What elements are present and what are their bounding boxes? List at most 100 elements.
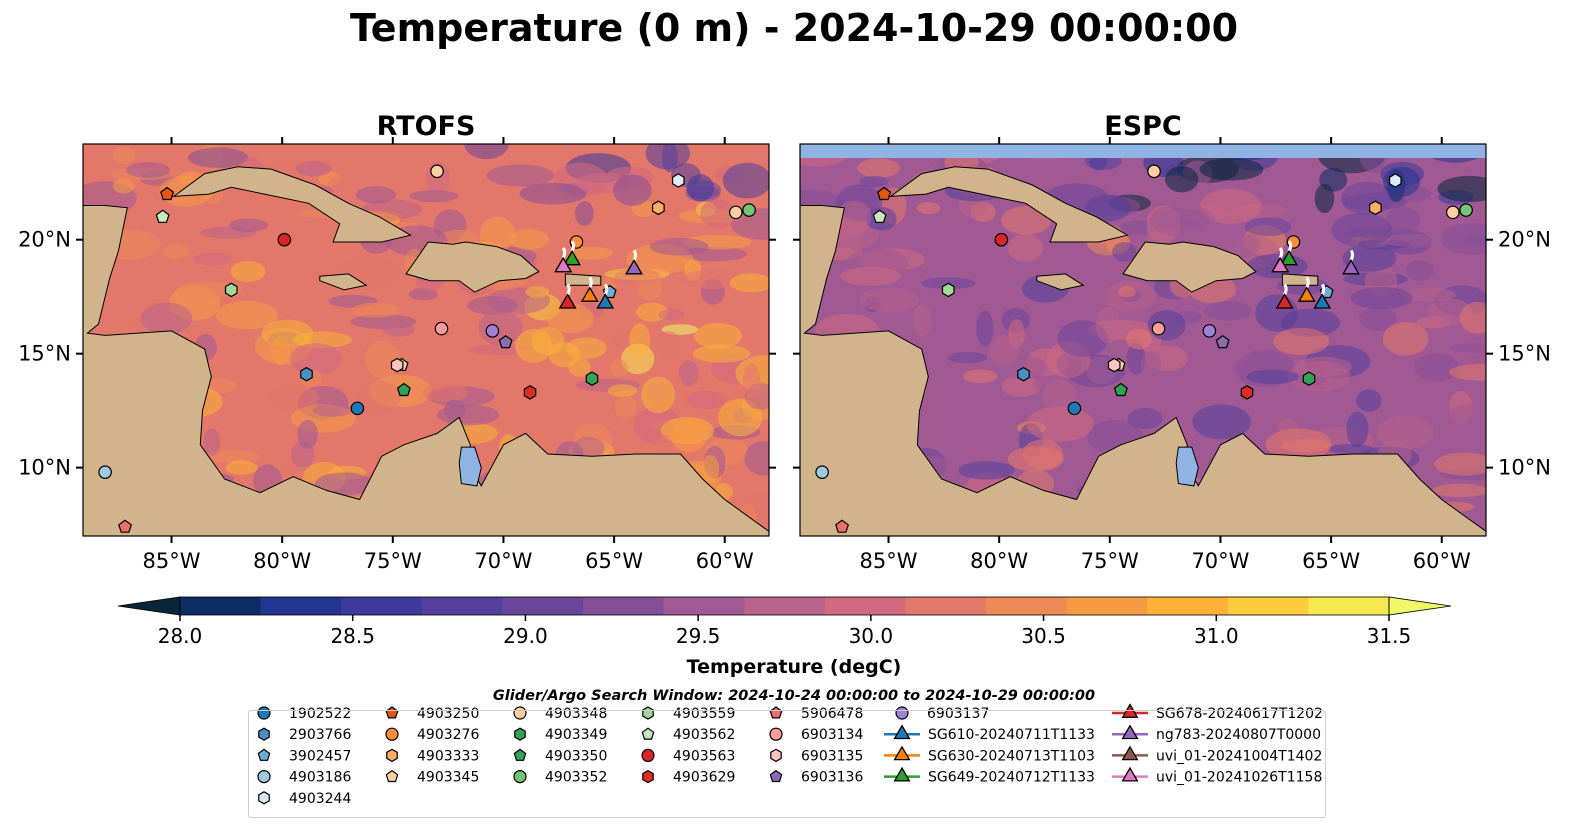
legend-label: 6903134 <box>801 727 863 743</box>
legend-label: 6903135 <box>801 748 863 764</box>
legend-marker <box>386 748 398 763</box>
land-mass <box>319 273 368 291</box>
map-panel-rtofs: RTOFS 85°W 80°W 75°W 70°W 65°W 60°W 20°N 15°N 10°… <box>18 111 776 573</box>
temperature-patch <box>509 229 550 250</box>
temperature-patch <box>1359 307 1397 331</box>
colorbar: 28.0 28.5 29.0 29.5 30.0 30.5 31.0 31.5 <box>117 596 1452 648</box>
colorbar-segment <box>1227 597 1309 615</box>
colorbar-segment <box>421 597 503 615</box>
temperature-patch <box>1459 301 1486 335</box>
temperature-patch <box>1265 428 1332 461</box>
temperature-patch <box>658 308 685 321</box>
argo-float-4903352b <box>1446 205 1460 220</box>
legend-label: SG610-20240711T1133 <box>928 727 1095 743</box>
legend-marker <box>893 724 911 740</box>
legend-marker <box>257 769 271 784</box>
temperature-patch <box>1319 167 1348 192</box>
argo-float-1902522 <box>1067 401 1082 416</box>
glider-ng783-20240807T0000 <box>625 259 643 275</box>
colorbar-tick-label: 31.5 <box>1367 624 1412 648</box>
temperature-patch <box>1287 360 1351 392</box>
colorbar-segment <box>1308 597 1390 615</box>
glider-track <box>632 249 638 262</box>
legend-label: 4903563 <box>673 748 735 764</box>
argo-float-5906478 <box>118 519 133 533</box>
legend-marker <box>258 727 270 741</box>
legend-label: SG630-20240713T1103 <box>928 748 1095 764</box>
temperature-patch <box>295 160 332 177</box>
temperature-patch <box>193 252 232 266</box>
temperature-patch <box>215 300 279 330</box>
temperature-patch <box>1246 369 1299 385</box>
temperature-patch <box>1342 244 1397 272</box>
temperature-patch <box>686 174 714 202</box>
temperature-patch <box>203 428 221 456</box>
temperature-patch <box>204 449 260 464</box>
glider-track <box>561 247 567 259</box>
lon-tick-label: 75°W <box>1081 549 1139 573</box>
temperature-patch <box>859 287 920 313</box>
temperature-patch <box>464 144 509 160</box>
temperature-patch <box>837 200 872 232</box>
temperature-patch <box>1057 320 1109 357</box>
search-window-text: Glider/Argo Search Window: 2024-10-24 00… <box>492 688 1096 704</box>
legend-label: 4903349 <box>545 727 607 743</box>
temperature-patch <box>348 258 392 270</box>
temperature-patch <box>354 380 401 415</box>
lat-tick-label: 10°N <box>1498 456 1551 480</box>
colorbar-segment <box>341 597 423 615</box>
temperature-patch <box>655 331 682 360</box>
temperature-patch <box>382 323 415 337</box>
panel-title: RTOFS <box>377 111 476 142</box>
land-mass <box>1281 273 1319 286</box>
temperature-patch <box>1382 321 1429 356</box>
colorbar-segment <box>583 597 665 615</box>
glider-SG649-20240712T1133 <box>1280 249 1298 266</box>
land-mass <box>564 273 602 286</box>
temperature-patch <box>680 269 744 290</box>
legend-marker <box>769 769 783 783</box>
temperature-patch <box>1403 375 1427 394</box>
legend-label: uvi_01-20241026T1158 <box>1156 770 1322 786</box>
legend-marker <box>385 769 399 783</box>
argo-float-4903559 <box>941 282 955 298</box>
temperature-patch <box>355 186 397 204</box>
lon-tick-label: 65°W <box>1302 549 1360 573</box>
lon-tick-label: 60°W <box>1413 549 1471 573</box>
land-mass <box>800 205 1486 536</box>
lon-tick-label: 85°W <box>860 549 918 573</box>
argo-float-4903333 <box>651 200 665 216</box>
argo-float-4903559 <box>224 282 238 298</box>
glider-SG610-20240711T1133 <box>1313 293 1332 309</box>
lat-tick-label: 15°N <box>18 342 71 366</box>
argo-float-1902522 <box>350 401 365 416</box>
temperature-patch <box>989 335 1020 368</box>
colorbar-segment <box>744 597 826 615</box>
colorbar-segment <box>260 597 342 615</box>
legend-label: 2903766 <box>289 727 351 743</box>
temperature-patch <box>686 390 726 410</box>
temperature-patch <box>857 158 900 178</box>
legend-label: 4903276 <box>417 727 479 743</box>
lon-tick-label: 85°W <box>143 549 201 573</box>
colorbar-extend-high <box>1388 596 1452 616</box>
temperature-patch <box>486 164 555 187</box>
temperature-patch <box>568 246 614 260</box>
colorbar-segment <box>824 597 906 615</box>
legend-label: 4903629 <box>673 770 735 786</box>
argo-float-4903348 <box>1147 164 1161 179</box>
lon-tick-label: 60°W <box>696 549 754 573</box>
temperature-patch <box>312 403 353 417</box>
argo-float-4903250 <box>160 186 175 201</box>
argo-float-4903629 <box>1240 385 1254 400</box>
temperature-patch <box>1355 389 1382 412</box>
temperature-patch <box>614 395 638 418</box>
legend-marker <box>513 748 527 761</box>
glider-track <box>1287 240 1293 252</box>
temperature-patch <box>649 237 709 256</box>
legend-label: 4903333 <box>417 748 479 764</box>
temperature-patch <box>916 201 941 215</box>
glider-track <box>1349 249 1355 262</box>
temperature-patch <box>909 220 972 236</box>
legend-marker <box>893 766 911 782</box>
